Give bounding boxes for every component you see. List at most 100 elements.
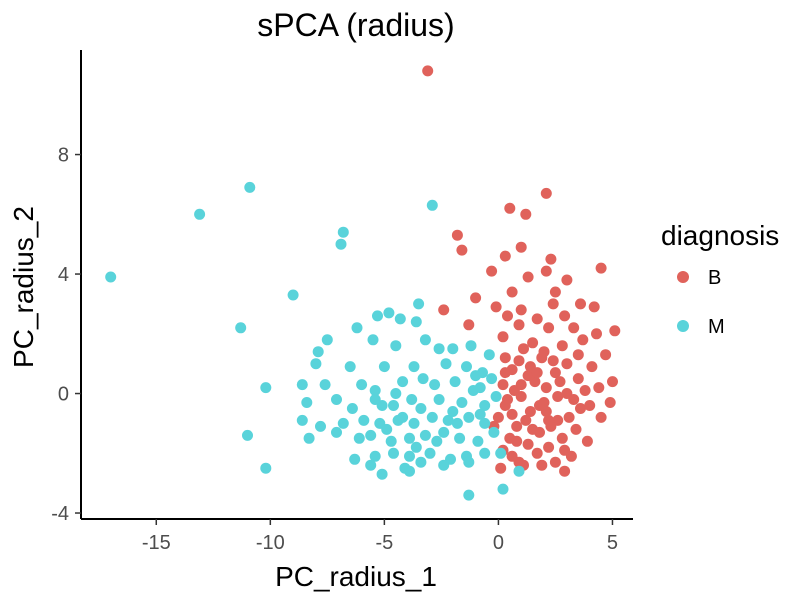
- legend-label-B: B: [708, 267, 721, 289]
- data-point-M: [385, 435, 397, 447]
- data-point-M: [335, 238, 347, 250]
- points-layer: [105, 65, 621, 501]
- data-point-M: [383, 307, 395, 319]
- data-point-M: [426, 199, 438, 211]
- data-point-M: [406, 394, 418, 405]
- data-point-M: [438, 459, 450, 471]
- data-point-B: [559, 310, 571, 322]
- data-point-M: [296, 379, 308, 391]
- data-point-M: [356, 379, 368, 391]
- x-tick-label: 0: [493, 532, 504, 554]
- x-tick-label: -10: [256, 532, 285, 554]
- data-point-B: [595, 411, 607, 423]
- data-point-B: [556, 340, 568, 352]
- data-point-M: [433, 343, 445, 355]
- data-point-B: [515, 379, 527, 391]
- data-point-B: [568, 322, 580, 334]
- data-point-M: [424, 447, 436, 459]
- data-point-M: [303, 432, 315, 444]
- data-point-M: [467, 385, 479, 396]
- data-point-B: [515, 241, 527, 253]
- data-point-B: [588, 301, 600, 313]
- data-point-B: [556, 432, 568, 444]
- data-point-M: [260, 382, 272, 394]
- data-point-B: [499, 250, 511, 262]
- x-tick-label: -5: [375, 532, 393, 554]
- legend-key-M: [677, 320, 689, 332]
- data-point-M: [301, 397, 313, 408]
- data-point-M: [321, 334, 333, 346]
- data-point-M: [410, 316, 422, 328]
- data-point-M: [410, 441, 422, 453]
- data-point-B: [600, 349, 612, 361]
- data-point-M: [404, 450, 415, 462]
- data-point-B: [549, 367, 561, 379]
- data-point-M: [365, 459, 377, 471]
- data-point-M: [315, 420, 326, 432]
- x-tick-label: -15: [142, 532, 171, 554]
- data-point-B: [490, 301, 502, 313]
- data-point-B: [531, 313, 543, 325]
- data-point-B: [495, 462, 507, 474]
- data-point-M: [479, 400, 491, 411]
- data-point-M: [456, 397, 468, 408]
- data-point-B: [559, 465, 571, 477]
- data-point-B: [563, 411, 575, 423]
- data-point-M: [337, 226, 349, 238]
- data-point-B: [522, 438, 534, 450]
- data-point-B: [527, 423, 539, 435]
- data-point-B: [579, 385, 591, 396]
- data-point-B: [499, 352, 511, 364]
- data-point-M: [431, 435, 443, 447]
- data-point-M: [463, 456, 475, 468]
- data-point-B: [524, 406, 536, 417]
- data-point-M: [242, 429, 253, 441]
- data-point-M: [438, 426, 450, 438]
- legend-entries: BM: [677, 267, 725, 338]
- y-tick-label: -4: [51, 503, 69, 525]
- data-point-B: [577, 334, 589, 346]
- data-point-M: [454, 432, 466, 444]
- data-point-M: [358, 414, 370, 426]
- data-point-M: [463, 411, 475, 423]
- data-point-B: [561, 274, 573, 286]
- data-point-M: [408, 417, 420, 429]
- data-point-M: [447, 406, 459, 417]
- x-axis-ticks: -15 -10 -5 0 5: [142, 519, 618, 554]
- data-point-M: [260, 462, 272, 474]
- data-point-B: [529, 376, 541, 388]
- data-point-B: [593, 382, 605, 394]
- data-point-M: [397, 376, 409, 388]
- data-point-B: [543, 414, 555, 426]
- data-point-M: [440, 358, 452, 370]
- data-point-B: [543, 441, 555, 453]
- data-point-M: [408, 361, 420, 373]
- data-point-M: [429, 379, 441, 391]
- data-point-M: [367, 334, 379, 346]
- data-point-B: [527, 337, 539, 349]
- data-point-M: [472, 435, 484, 447]
- data-point-M: [331, 394, 342, 405]
- data-point-B: [545, 253, 557, 265]
- data-point-B: [531, 367, 543, 379]
- legend-title: diagnosis: [661, 220, 779, 251]
- data-point-B: [568, 394, 580, 405]
- data-point-B: [511, 435, 523, 447]
- data-point-B: [497, 379, 509, 391]
- data-point-B: [559, 444, 571, 456]
- data-point-M: [490, 391, 502, 402]
- data-point-M: [449, 376, 461, 388]
- data-point-M: [376, 468, 388, 480]
- data-point-B: [513, 456, 525, 468]
- data-point-B: [538, 346, 550, 358]
- data-point-M: [415, 403, 427, 414]
- data-point-M: [349, 453, 361, 465]
- data-point-B: [536, 459, 548, 471]
- data-point-B: [463, 319, 475, 331]
- data-point-M: [194, 208, 206, 220]
- data-point-B: [591, 328, 602, 340]
- data-point-B: [595, 262, 607, 274]
- y-tick-label: 8: [58, 145, 69, 167]
- data-point-B: [531, 447, 543, 459]
- data-point-B: [552, 391, 564, 402]
